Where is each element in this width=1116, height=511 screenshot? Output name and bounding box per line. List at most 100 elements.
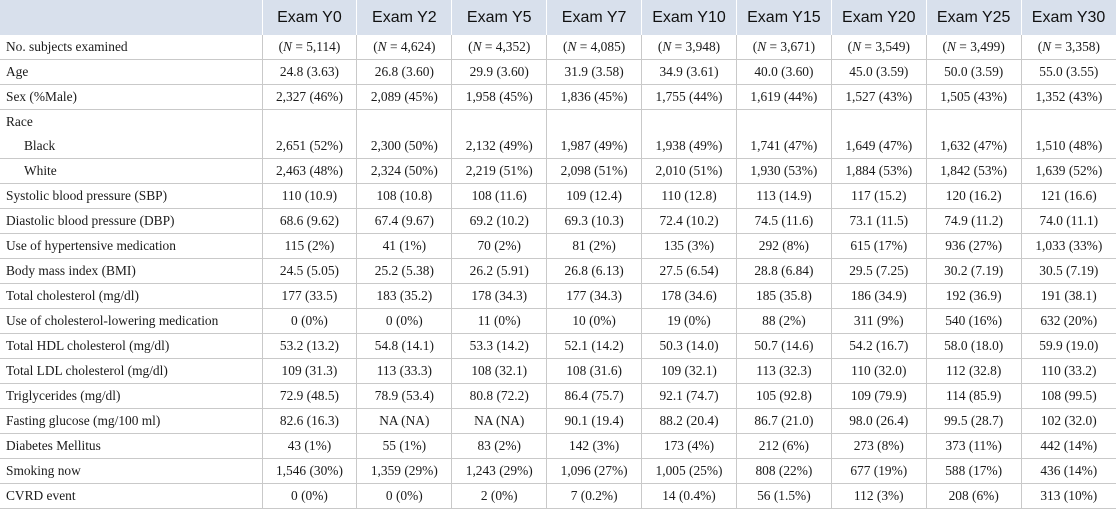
table-cell: 113 (14.9) — [736, 183, 832, 209]
table-cell: 632 (20%) — [1021, 308, 1116, 334]
table-cell: 29.9 (3.60) — [451, 59, 548, 85]
table-cell: 92.1 (74.7) — [641, 383, 737, 409]
table-cell: 313 (10%) — [1021, 483, 1116, 509]
table-cell: (N = 4,352) — [451, 35, 548, 60]
table-cell: 7 (0.2%) — [546, 483, 643, 509]
table-cell: 105 (92.8) — [736, 383, 832, 409]
table-cell: 50.3 (14.0) — [641, 333, 737, 359]
subject-count: 3,499 — [970, 39, 1001, 54]
table-row: No. subjects examined (N = 5,114) (N = 4,6… — [0, 35, 1116, 60]
table-cell: 120 (16.2) — [926, 183, 1022, 209]
table-cell: 1,243 (29%) — [451, 458, 548, 484]
table-cell: 29.5 (7.25) — [831, 258, 927, 284]
subject-count: 3,948 — [685, 39, 716, 54]
table-row: White 2,463 (48%) 2,324 (50%) 2,219 (51%) 2,… — [0, 158, 1116, 184]
table-cell: (N = 3,948) — [641, 35, 737, 60]
table-cell — [356, 109, 453, 134]
table-cell: 45.0 (3.59) — [831, 59, 927, 85]
table-cell: 2,010 (51%) — [641, 158, 737, 184]
table-cell: 2,089 (45%) — [356, 84, 453, 110]
table-row: Triglycerides (mg/dl) 72.9 (48.5) 78.9 (53… — [0, 383, 1116, 409]
table-cell: 82.6 (16.3) — [262, 408, 358, 434]
table-cell: 24.8 (3.63) — [262, 59, 358, 85]
table-cell: 52.1 (14.2) — [546, 333, 643, 359]
table-row: Use of cholesterol-lowering medication 0 … — [0, 308, 1116, 334]
table-cell: 212 (6%) — [736, 433, 832, 459]
table-cell: 26.8 (6.13) — [546, 258, 643, 284]
column-header: Exam Y10 — [641, 0, 737, 35]
table-row: Systolic blood pressure (SBP) 110 (10.9) 1… — [0, 183, 1116, 209]
table-cell: 208 (6%) — [926, 483, 1022, 509]
table-cell: 1,033 (33%) — [1021, 233, 1116, 259]
table-cell — [641, 109, 737, 134]
table-row: Total cholesterol (mg/dl) 177 (33.5) 183 (… — [0, 283, 1116, 309]
table-cell: 50.0 (3.59) — [926, 59, 1022, 85]
table-cell: 73.1 (11.5) — [831, 208, 927, 234]
table-cell: 80.8 (72.2) — [451, 383, 548, 409]
table-cell — [451, 109, 548, 134]
table-cell — [546, 109, 643, 134]
table-cell: 373 (11%) — [926, 433, 1022, 459]
table-row: Fasting glucose (mg/100 ml) 82.6 (16.3) NA… — [0, 408, 1116, 434]
subject-count: 4,624 — [400, 39, 431, 54]
table-cell: 114 (85.9) — [926, 383, 1022, 409]
table-cell: 2,651 (52%) — [262, 134, 358, 159]
row-label: Black — [0, 134, 263, 159]
table-cell: 2,132 (49%) — [451, 134, 548, 159]
table-row: Age 24.8 (3.63) 26.8 (3.60) 29.9 (3.60) 31.9… — [0, 59, 1116, 85]
table-row: Diastolic blood pressure (DBP) 68.6 (9.62… — [0, 208, 1116, 234]
table-cell: 1,884 (53%) — [831, 158, 927, 184]
table-cell: 110 (12.8) — [641, 183, 737, 209]
table-cell: (N = 3,499) — [926, 35, 1022, 60]
table-cell: 1,510 (48%) — [1021, 134, 1116, 159]
table-cell: 86.7 (21.0) — [736, 408, 832, 434]
row-label: Triglycerides (mg/dl) — [0, 383, 263, 409]
table-row: Total HDL cholesterol (mg/dl) 53.2 (13.2)… — [0, 333, 1116, 359]
table-cell: 68.6 (9.62) — [262, 208, 358, 234]
table-cell: 86.4 (75.7) — [546, 383, 643, 409]
table-cell: (N = 3,358) — [1021, 35, 1116, 60]
table-cell: 112 (32.8) — [926, 358, 1022, 384]
subject-count: 4,352 — [495, 39, 526, 54]
table-row: Body mass index (BMI) 24.5 (5.05) 25.2 (5.… — [0, 258, 1116, 284]
column-header: Exam Y20 — [831, 0, 927, 35]
table-cell: 185 (35.8) — [736, 283, 832, 309]
table-cell — [1021, 110, 1116, 135]
table-cell: 55 (1%) — [356, 433, 453, 459]
table-cell — [831, 109, 927, 134]
subject-count: 3,358 — [1065, 39, 1096, 54]
row-label: Race — [0, 109, 263, 134]
table-cell: 30.5 (7.19) — [1021, 258, 1116, 284]
table-row: Black 2,651 (52%) 2,300 (50%) 2,132 (49%) 1,… — [0, 134, 1116, 159]
table-cell: 53.2 (13.2) — [262, 333, 358, 359]
header-row: Exam Y0 Exam Y2 Exam Y5 Exam Y7 Exam Y10 Exam… — [0, 0, 1116, 35]
table-cell: 1,359 (29%) — [356, 458, 453, 484]
table-row: Diabetes Mellitus 43 (1%) 55 (1%) 83 (2%) 14… — [0, 433, 1116, 459]
table-cell: (N = 4,085) — [546, 35, 643, 60]
table-cell: 677 (19%) — [831, 458, 927, 484]
table-cell: 615 (17%) — [831, 233, 927, 259]
subject-count: 4,085 — [590, 39, 621, 54]
row-label: Sex (%Male) — [0, 84, 263, 110]
table-cell: 54.8 (14.1) — [356, 333, 453, 359]
table-cell: 31.9 (3.58) — [546, 59, 643, 85]
table-cell: 442 (14%) — [1021, 433, 1116, 459]
table-row: CVRD event 0 (0%) 0 (0%) 2 (0%) 7 (0.2%) 14 (… — [0, 483, 1116, 509]
table-cell: 108 (99.5) — [1021, 383, 1116, 409]
table-cell: 74.5 (11.6) — [736, 208, 832, 234]
table-cell: 2 (0%) — [451, 483, 548, 509]
row-label: Use of hypertensive medication — [0, 233, 263, 259]
table-cell: 59.9 (19.0) — [1021, 333, 1116, 359]
row-label: Fasting glucose (mg/100 ml) — [0, 408, 263, 434]
table-cell: 1,619 (44%) — [736, 84, 832, 110]
table-cell: 72.9 (48.5) — [262, 383, 358, 409]
table-cell: 2,463 (48%) — [262, 158, 358, 184]
table-cell: (N = 5,114) — [262, 35, 358, 60]
table-cell: 121 (16.6) — [1021, 183, 1116, 209]
table-cell: 1,836 (45%) — [546, 84, 643, 110]
table-cell: 34.9 (3.61) — [641, 59, 737, 85]
table-cell: 1,546 (30%) — [262, 458, 358, 484]
table-cell: 25.2 (5.38) — [356, 258, 453, 284]
table-cell: 142 (3%) — [546, 433, 643, 459]
